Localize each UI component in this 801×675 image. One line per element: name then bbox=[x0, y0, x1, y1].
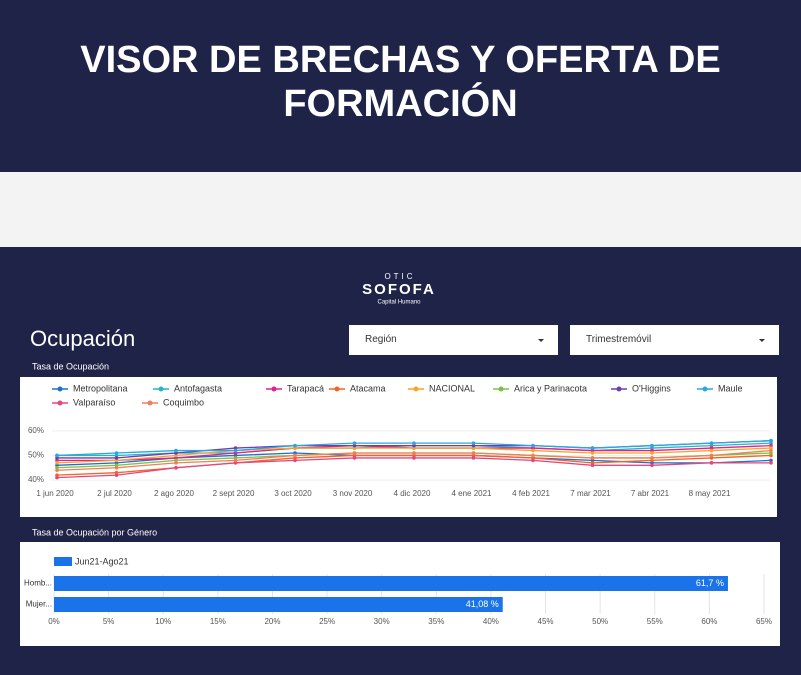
period-dropdown[interactable]: Trimestremóvil bbox=[570, 325, 779, 355]
header: VISOR DE BRECHAS Y OFERTA DE FORMACIÓN bbox=[0, 0, 801, 172]
region-dropdown[interactable]: Región bbox=[349, 325, 558, 355]
spacer-band bbox=[0, 172, 801, 247]
dashboard: Región Trimestremóvil bbox=[0, 247, 801, 675]
page-title: VISOR DE BRECHAS Y OFERTA DE FORMACIÓN bbox=[80, 39, 721, 125]
